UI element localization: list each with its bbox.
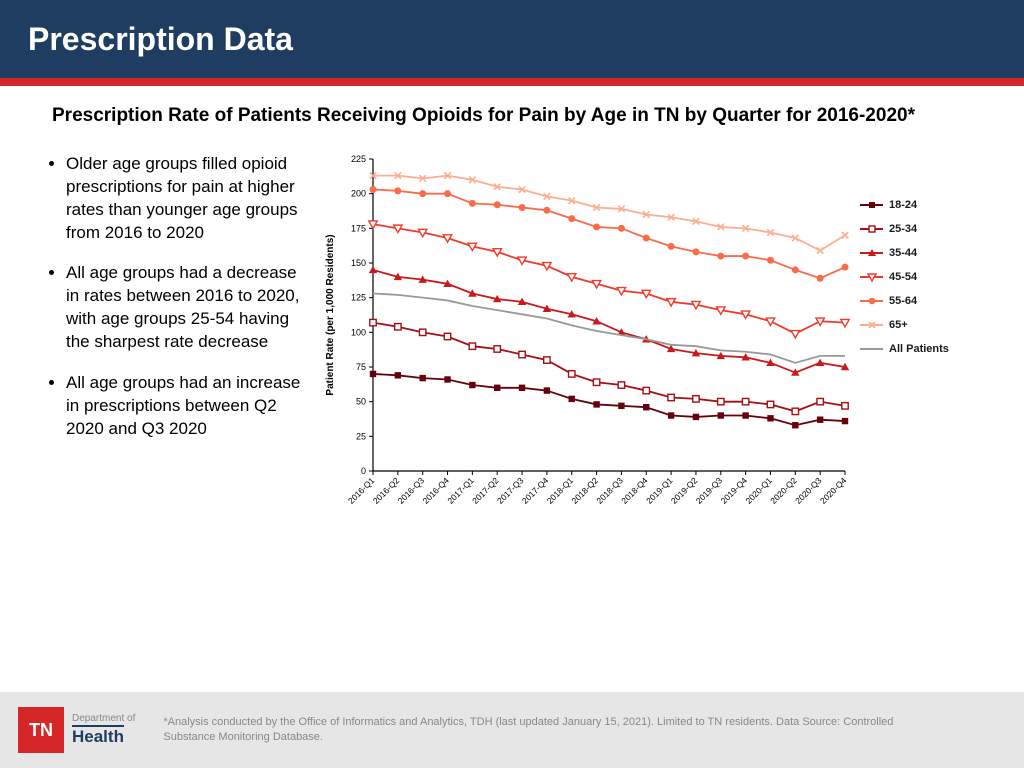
legend-item: 25-34 [859,223,949,235]
legend-label: All Patients [889,343,949,355]
legend-item: All Patients [859,343,949,355]
legend-swatch [859,200,883,210]
legend-label: 25-34 [889,223,917,235]
line-chart: 0 25 50 75 100 125 150 175 200 225 Patient Rate (p… [315,149,855,549]
chart-subtitle: Prescription Rate of Patients Receiving … [46,104,984,129]
svg-text:175: 175 [351,223,366,233]
legend-swatch [859,296,883,306]
footnote: *Analysis conducted by the Office of Inf… [163,715,923,746]
svg-text:50: 50 [356,396,366,406]
legend-label: 45-54 [889,271,917,283]
footer: TN Department of Health *Analysis conduc… [0,692,1024,768]
legend-swatch [859,224,883,234]
legend-item: 65+ [859,319,949,331]
bullet-item: All age groups had an increase in prescr… [66,372,301,441]
legend-label: 65+ [889,319,908,331]
svg-text:Patient Rate (per 1,000 Reside: Patient Rate (per 1,000 Residents) [325,234,336,395]
svg-text:25: 25 [356,431,366,441]
chart-legend: 18-24 25-34 35-44 45-54 55-64 65+ All Patients [855,149,949,367]
header-accent-bar [0,78,1024,86]
bullet-list: Older age groups filled opioid prescript… [46,149,301,459]
dept-label: Department of Health [72,713,135,747]
svg-text:100: 100 [351,327,366,337]
svg-text:0: 0 [361,466,366,476]
dept-of-text: Department of [72,713,135,724]
legend-swatch [859,320,883,330]
legend-item: 55-64 [859,295,949,307]
content-area: Prescription Rate of Patients Receiving … [0,86,1024,549]
legend-swatch [859,272,883,282]
legend-item: 45-54 [859,271,949,283]
bullet-item: Older age groups filled opioid prescript… [66,153,301,245]
header: Prescription Data [0,0,1024,78]
page-title: Prescription Data [28,21,293,58]
svg-text:225: 225 [351,154,366,164]
legend-label: 55-64 [889,295,917,307]
legend-label: 35-44 [889,247,917,259]
body-row: Older age groups filled opioid prescript… [46,149,984,549]
legend-swatch [859,248,883,258]
legend-label: 18-24 [889,199,917,211]
legend-swatch [859,344,883,354]
svg-text:150: 150 [351,258,366,268]
svg-text:75: 75 [356,362,366,372]
svg-text:200: 200 [351,188,366,198]
legend-item: 35-44 [859,247,949,259]
legend-item: 18-24 [859,199,949,211]
svg-text:2020-Q4: 2020-Q4 [818,475,849,506]
svg-text:125: 125 [351,292,366,302]
bullet-item: All age groups had a decrease in rates b… [66,262,301,354]
chart-wrap: 0 25 50 75 100 125 150 175 200 225 Patient Rate (p… [315,149,984,549]
tn-logo: TN [18,707,64,753]
health-text: Health [72,725,124,747]
